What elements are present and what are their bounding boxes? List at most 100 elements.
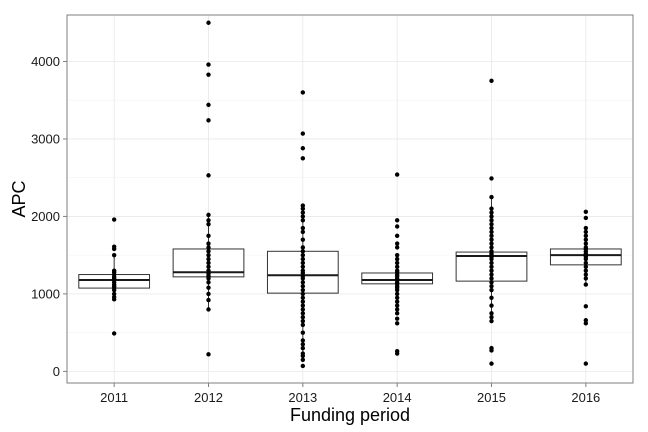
data-point-2012 bbox=[206, 102, 211, 108]
data-point-2012 bbox=[206, 352, 211, 357]
data-point-2013 bbox=[300, 260, 306, 266]
data-point-2013 bbox=[300, 291, 306, 297]
data-point-2011 bbox=[111, 252, 117, 258]
data-point-2013 bbox=[300, 131, 306, 136]
data-point-2013 bbox=[300, 311, 306, 316]
data-point-2012 bbox=[206, 221, 211, 227]
data-point-2014 bbox=[394, 321, 400, 326]
data-point-2016 bbox=[583, 276, 589, 281]
data-point-2015 bbox=[489, 245, 494, 250]
data-point-2012 bbox=[206, 256, 211, 262]
data-point-2016 bbox=[583, 237, 589, 242]
data-point-2013 bbox=[300, 295, 306, 300]
data-point-2012 bbox=[206, 118, 211, 123]
data-point-2015 bbox=[489, 206, 494, 211]
data-point-2015 bbox=[489, 314, 494, 320]
data-point-2015 bbox=[489, 280, 494, 285]
data-point-2014 bbox=[394, 224, 400, 229]
data-point-2013 bbox=[300, 256, 306, 262]
data-point-2012 bbox=[206, 245, 211, 250]
data-point-2016 bbox=[583, 209, 589, 214]
y-tick-label: 4000 bbox=[31, 54, 60, 69]
data-point-2016 bbox=[583, 272, 589, 277]
data-point-2013 bbox=[300, 287, 306, 293]
data-point-2016 bbox=[583, 268, 589, 273]
data-point-2013 bbox=[300, 203, 306, 208]
data-point-2015 bbox=[489, 249, 494, 254]
data-point-2015 bbox=[489, 318, 494, 324]
data-point-2015 bbox=[489, 225, 494, 231]
y-tick-label: 2000 bbox=[31, 209, 60, 224]
data-point-2012 bbox=[206, 268, 211, 273]
data-point-2013 bbox=[300, 237, 306, 242]
y-tick-label: 1000 bbox=[31, 286, 60, 301]
data-point-2013 bbox=[300, 206, 306, 211]
data-point-2013 bbox=[300, 252, 306, 258]
data-point-2013 bbox=[300, 214, 306, 219]
data-point-2016 bbox=[583, 233, 589, 238]
data-point-2013 bbox=[300, 299, 306, 304]
data-point-2015 bbox=[489, 264, 494, 269]
data-point-2015 bbox=[489, 345, 494, 351]
data-point-2013 bbox=[300, 318, 306, 324]
data-point-2015 bbox=[489, 272, 494, 277]
data-point-2016 bbox=[583, 245, 589, 250]
data-point-2014 bbox=[394, 172, 400, 177]
data-point-2013 bbox=[300, 264, 306, 269]
data-point-2013 bbox=[300, 146, 306, 151]
data-point-2012 bbox=[206, 212, 211, 218]
data-point-2014 bbox=[394, 311, 400, 316]
data-point-2011 bbox=[111, 244, 117, 249]
data-point-2015 bbox=[489, 276, 494, 281]
data-point-2012 bbox=[206, 264, 211, 269]
data-point-2011 bbox=[111, 294, 117, 300]
data-point-2015 bbox=[489, 283, 494, 289]
x-tick-label: 2016 bbox=[571, 390, 600, 405]
data-point-2015 bbox=[489, 194, 494, 200]
data-point-2012 bbox=[206, 173, 211, 178]
data-point-2014 bbox=[394, 252, 400, 258]
data-point-2011 bbox=[111, 291, 117, 297]
data-point-2012 bbox=[206, 291, 211, 297]
data-point-2013 bbox=[300, 156, 306, 161]
data-point-2016 bbox=[583, 318, 589, 323]
data-point-2012 bbox=[206, 280, 211, 285]
data-point-2015 bbox=[489, 260, 494, 266]
data-point-2014 bbox=[394, 349, 400, 354]
data-point-2015 bbox=[489, 229, 494, 235]
data-point-2014 bbox=[394, 268, 400, 273]
data-point-2015 bbox=[489, 210, 494, 215]
data-point-2013 bbox=[300, 351, 306, 356]
data-point-2012 bbox=[206, 218, 211, 223]
data-point-2016 bbox=[583, 361, 589, 366]
data-point-2011 bbox=[111, 268, 117, 273]
data-points bbox=[111, 20, 589, 369]
data-point-2016 bbox=[583, 225, 589, 231]
data-point-2014 bbox=[394, 245, 400, 250]
data-point-2012 bbox=[206, 307, 211, 312]
data-point-2012 bbox=[206, 20, 211, 25]
data-point-2013 bbox=[300, 225, 306, 231]
data-point-2014 bbox=[394, 303, 400, 308]
data-point-2012 bbox=[206, 285, 211, 290]
x-tick-label: 2014 bbox=[383, 390, 412, 405]
y-tick-label: 0 bbox=[53, 364, 60, 379]
data-point-2015 bbox=[489, 361, 494, 366]
data-point-2013 bbox=[300, 314, 306, 320]
data-point-2015 bbox=[489, 241, 494, 246]
data-point-2016 bbox=[583, 321, 589, 326]
x-tick-label: 2011 bbox=[100, 390, 128, 405]
data-point-2012 bbox=[206, 249, 211, 254]
data-point-2014 bbox=[394, 307, 400, 312]
data-point-2013 bbox=[300, 218, 306, 223]
data-point-2013 bbox=[300, 357, 306, 362]
data-point-2014 bbox=[394, 260, 400, 266]
data-point-2014 bbox=[394, 218, 400, 223]
data-point-2013 bbox=[300, 330, 306, 335]
data-point-2012 bbox=[206, 241, 211, 246]
data-point-2012 bbox=[206, 233, 211, 238]
data-point-2015 bbox=[489, 311, 494, 316]
data-point-2013 bbox=[300, 303, 306, 308]
data-point-2015 bbox=[489, 303, 494, 308]
